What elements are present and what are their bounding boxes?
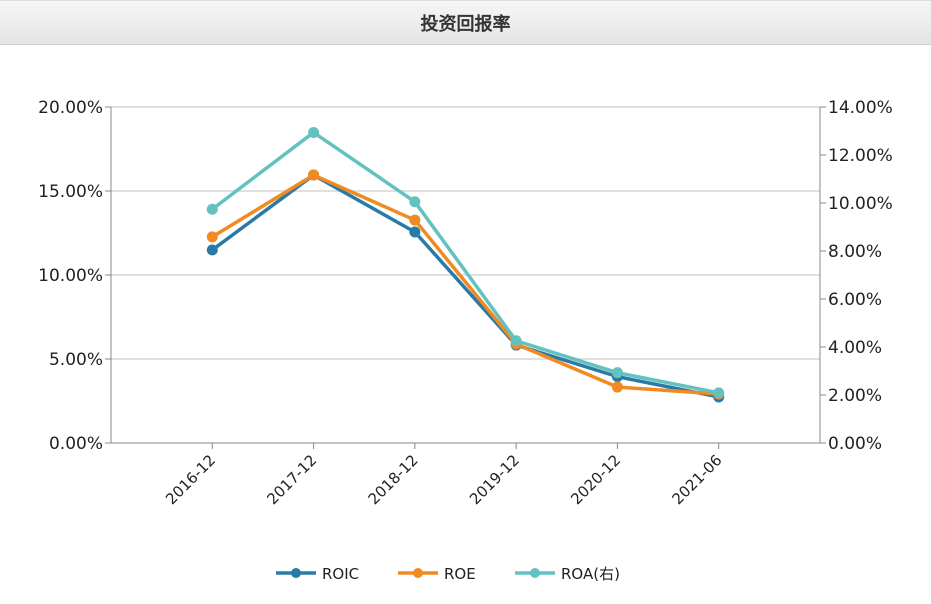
chart-header: 投资回报率 xyxy=(0,0,931,45)
x-axis-tick-label: 2016-12 xyxy=(162,451,219,508)
x-axis-tick-label: 2018-12 xyxy=(365,451,422,508)
x-axis-tick-label: 2021-06 xyxy=(668,451,725,508)
right-axis-tick-label: 14.00% xyxy=(828,98,893,118)
data-point-ROIC xyxy=(206,244,218,256)
x-axis-tick-label: 2020-12 xyxy=(567,451,624,508)
data-point-ROA(右) xyxy=(206,203,218,215)
legend-marker xyxy=(530,568,540,578)
left-axis-tick-label: 10.00% xyxy=(38,266,103,286)
x-axis-tick-label: 2017-12 xyxy=(263,451,320,508)
legend-item-ROA(右): ROA(右) xyxy=(515,565,620,583)
legend-label: ROA(右) xyxy=(561,565,620,583)
data-point-ROE xyxy=(206,231,218,243)
series-line-ROIC xyxy=(211,173,720,399)
data-point-ROA(右) xyxy=(611,367,623,379)
legend-marker xyxy=(413,568,423,578)
right-axis-tick-label: 4.00% xyxy=(828,338,882,358)
data-point-ROA(右) xyxy=(713,387,725,399)
right-axis-tick-label: 10.00% xyxy=(828,194,893,214)
data-point-ROA(右) xyxy=(510,335,522,347)
right-axis-tick-label: 0.00% xyxy=(828,434,882,454)
legend-label: ROIC xyxy=(322,565,359,583)
left-axis-tick-label: 5.00% xyxy=(49,350,103,370)
data-point-ROE xyxy=(409,214,421,226)
x-axis-tick-label: 2019-12 xyxy=(466,451,523,508)
legend-item-ROE: ROE xyxy=(398,565,476,583)
data-point-ROE xyxy=(611,381,623,393)
right-axis-tick-label: 12.00% xyxy=(828,146,893,166)
left-axis-tick-label: 0.00% xyxy=(49,434,103,454)
right-axis-tick-label: 8.00% xyxy=(828,242,882,262)
data-point-ROIC xyxy=(409,226,421,238)
right-axis-tick-label: 2.00% xyxy=(828,386,882,406)
series-line-ROE xyxy=(211,173,719,396)
legend-label: ROE xyxy=(444,565,476,583)
left-axis-tick-label: 20.00% xyxy=(38,98,103,118)
series-line-ROA(右) xyxy=(211,130,720,395)
chart-title: 投资回报率 xyxy=(420,13,511,35)
data-point-ROA(右) xyxy=(308,126,320,138)
data-point-ROA(右) xyxy=(409,196,421,208)
legend-item-ROIC: ROIC xyxy=(276,565,359,583)
legend-marker xyxy=(291,568,301,578)
left-axis-tick-label: 15.00% xyxy=(38,182,103,202)
right-axis-tick-label: 6.00% xyxy=(828,290,882,310)
data-point-ROE xyxy=(308,169,320,181)
